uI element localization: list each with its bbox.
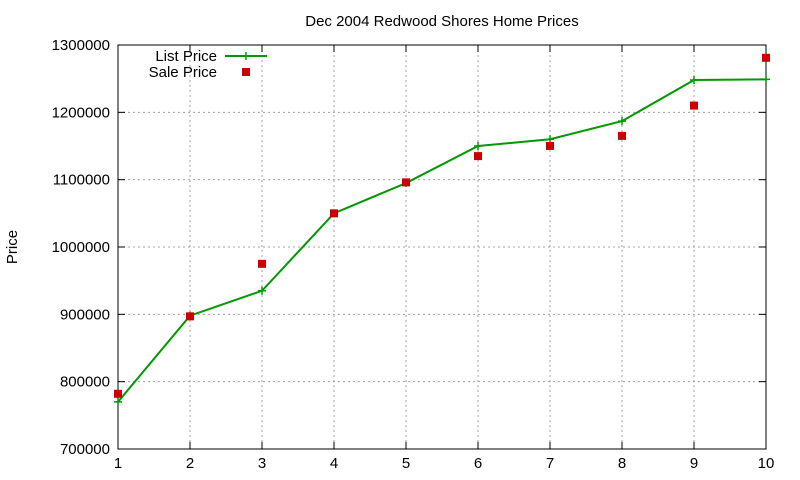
list-price-point — [114, 397, 122, 406]
sale-price-point — [258, 259, 266, 268]
sale-price-point — [690, 101, 698, 110]
sale-price-point — [762, 53, 770, 62]
sale-price-point — [114, 389, 122, 398]
sale-price-point — [618, 131, 626, 140]
sale-price-point — [402, 178, 410, 187]
sale-price-point — [546, 142, 554, 150]
y-tick-label: 900000 — [60, 306, 110, 323]
y-tick-label: 800000 — [60, 374, 110, 391]
axis-ticks: 1 2 3 4 5 6 7 8 9 10 700000 800000 900000 1000000 1100… — [52, 37, 775, 472]
legend-label: List Price — [155, 48, 217, 65]
y-tick-label: 1300000 — [52, 37, 110, 54]
x-tick-label: 5 — [402, 455, 410, 472]
x-tick-label: 6 — [474, 455, 482, 472]
y-tick-label: 1100000 — [53, 172, 110, 189]
y-tick-label: 1200000 — [52, 104, 110, 121]
legend-label: Sale Price — [149, 64, 217, 81]
series-layer — [114, 53, 770, 406]
y-tick-label: 700000 — [60, 441, 110, 458]
x-tick-label: 9 — [690, 455, 698, 472]
legend-swatch-cross — [242, 52, 250, 60]
sale-price-point — [474, 152, 482, 161]
list-price-point — [474, 142, 482, 150]
x-tick-label: 10 — [758, 455, 775, 472]
x-tick-label: 1 — [114, 455, 122, 472]
legend-swatch-square — [242, 68, 250, 76]
x-tick-label: 7 — [546, 455, 554, 472]
y-tick-label: 1000000 — [52, 239, 110, 256]
x-tick-label: 3 — [258, 455, 266, 472]
x-tick-label: 4 — [330, 455, 338, 472]
list-price-point — [762, 75, 770, 84]
x-tick-label: 2 — [186, 455, 194, 472]
list-price-point — [690, 76, 698, 85]
x-tick-label: 8 — [618, 455, 626, 472]
chart-title: Dec 2004 Redwood Shores Home Prices — [305, 13, 578, 30]
series-line-list-price — [117, 78, 767, 403]
list-price-point — [258, 286, 266, 295]
list-price-point — [618, 117, 626, 126]
list-price-point — [546, 135, 554, 144]
sale-price-point — [330, 209, 338, 218]
sale-price-point — [186, 312, 194, 321]
grid-lines — [118, 45, 766, 449]
y-axis-label: Price — [4, 230, 21, 264]
